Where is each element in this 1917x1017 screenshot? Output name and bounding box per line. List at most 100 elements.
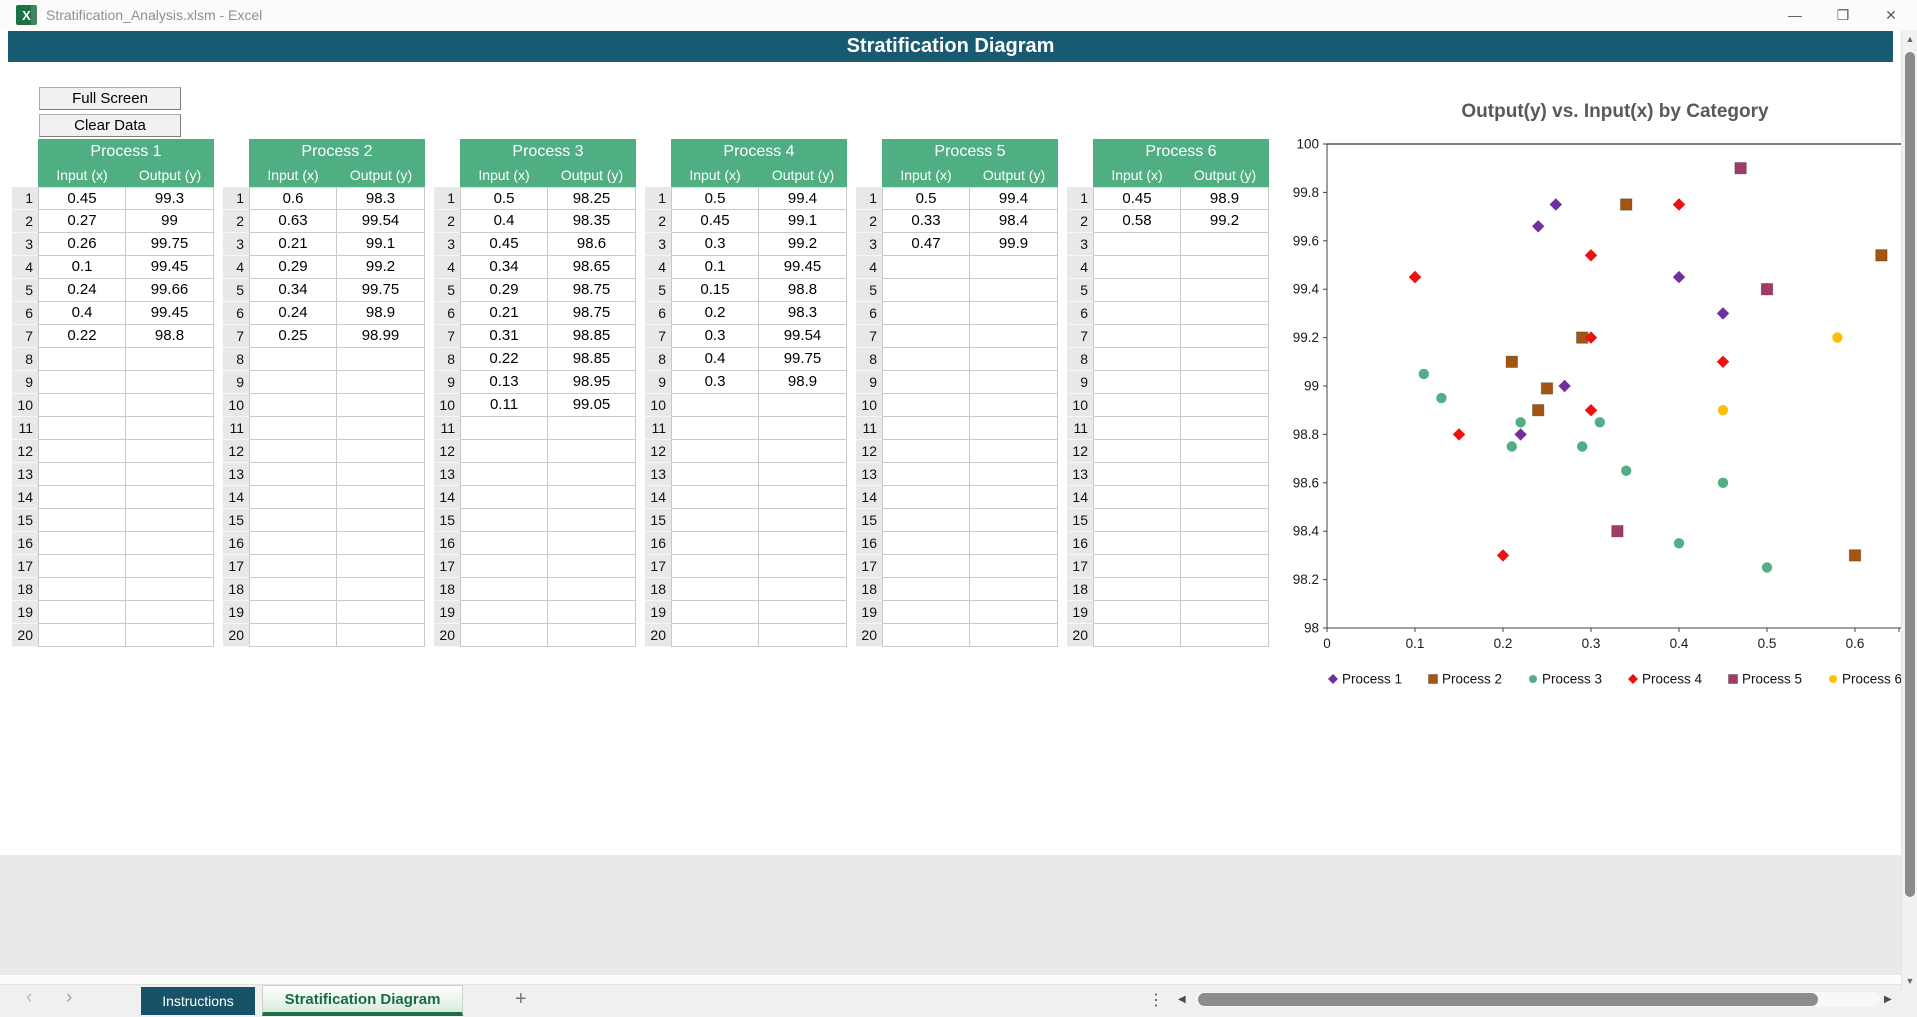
input-cell[interactable]: [38, 371, 126, 394]
input-cell[interactable]: [1093, 256, 1181, 279]
output-cell[interactable]: [337, 394, 425, 417]
output-cell[interactable]: [337, 440, 425, 463]
input-cell[interactable]: 0.45: [38, 187, 126, 210]
input-cell[interactable]: [38, 601, 126, 624]
output-cell[interactable]: 99.45: [126, 256, 214, 279]
input-cell[interactable]: [882, 509, 970, 532]
input-cell[interactable]: 0.29: [249, 256, 337, 279]
output-cell[interactable]: [337, 371, 425, 394]
output-cell[interactable]: [1181, 601, 1269, 624]
input-cell[interactable]: 0.26: [38, 233, 126, 256]
output-cell[interactable]: [126, 486, 214, 509]
output-cell[interactable]: [337, 486, 425, 509]
minimize-button[interactable]: —: [1771, 0, 1819, 30]
input-cell[interactable]: 0.22: [460, 348, 548, 371]
input-cell[interactable]: [882, 486, 970, 509]
output-cell[interactable]: 99.66: [126, 279, 214, 302]
input-cell[interactable]: [1093, 532, 1181, 555]
input-cell[interactable]: [38, 440, 126, 463]
input-cell[interactable]: 0.15: [671, 279, 759, 302]
input-cell[interactable]: [882, 624, 970, 647]
output-cell[interactable]: 99.75: [126, 233, 214, 256]
output-cell[interactable]: [126, 417, 214, 440]
output-cell[interactable]: [759, 486, 847, 509]
output-cell[interactable]: 98.8: [759, 279, 847, 302]
input-cell[interactable]: [249, 463, 337, 486]
output-cell[interactable]: [1181, 486, 1269, 509]
output-cell[interactable]: [548, 509, 636, 532]
output-cell[interactable]: 99.05: [548, 394, 636, 417]
input-cell[interactable]: [460, 486, 548, 509]
input-cell[interactable]: [38, 348, 126, 371]
output-cell[interactable]: [548, 555, 636, 578]
input-cell[interactable]: 0.47: [882, 233, 970, 256]
output-cell[interactable]: [970, 371, 1058, 394]
input-cell[interactable]: [1093, 509, 1181, 532]
output-cell[interactable]: [337, 601, 425, 624]
input-cell[interactable]: [249, 417, 337, 440]
output-cell[interactable]: 98.9: [759, 371, 847, 394]
output-cell[interactable]: [126, 371, 214, 394]
output-cell[interactable]: [126, 624, 214, 647]
input-cell[interactable]: [1093, 325, 1181, 348]
input-cell[interactable]: 0.2: [671, 302, 759, 325]
input-cell[interactable]: [671, 394, 759, 417]
output-cell[interactable]: [337, 532, 425, 555]
output-cell[interactable]: 98.25: [548, 187, 636, 210]
input-cell[interactable]: 0.25: [249, 325, 337, 348]
output-cell[interactable]: [126, 509, 214, 532]
input-cell[interactable]: 0.3: [671, 325, 759, 348]
output-cell[interactable]: [970, 325, 1058, 348]
input-cell[interactable]: 0.27: [38, 210, 126, 233]
output-cell[interactable]: 98.3: [759, 302, 847, 325]
output-cell[interactable]: 99.75: [759, 348, 847, 371]
output-cell[interactable]: [548, 440, 636, 463]
output-cell[interactable]: [1181, 555, 1269, 578]
input-cell[interactable]: [38, 486, 126, 509]
input-cell[interactable]: [249, 601, 337, 624]
input-cell[interactable]: 0.1: [671, 256, 759, 279]
output-cell[interactable]: [759, 394, 847, 417]
input-cell[interactable]: 0.45: [1093, 187, 1181, 210]
input-cell[interactable]: 0.21: [460, 302, 548, 325]
vscroll-up-icon[interactable]: ▲: [1905, 34, 1915, 44]
output-cell[interactable]: 99.2: [337, 256, 425, 279]
output-cell[interactable]: [970, 555, 1058, 578]
output-cell[interactable]: 98.99: [337, 325, 425, 348]
output-cell[interactable]: [337, 348, 425, 371]
input-cell[interactable]: [882, 394, 970, 417]
input-cell[interactable]: [1093, 348, 1181, 371]
input-cell[interactable]: 0.3: [671, 233, 759, 256]
input-cell[interactable]: 0.22: [38, 325, 126, 348]
input-cell[interactable]: [1093, 440, 1181, 463]
input-cell[interactable]: [671, 509, 759, 532]
input-cell[interactable]: 0.13: [460, 371, 548, 394]
output-cell[interactable]: 98.8: [126, 325, 214, 348]
input-cell[interactable]: [882, 256, 970, 279]
input-cell[interactable]: [882, 348, 970, 371]
output-cell[interactable]: 98.3: [337, 187, 425, 210]
input-cell[interactable]: 0.4: [38, 302, 126, 325]
output-cell[interactable]: [126, 394, 214, 417]
output-cell[interactable]: 98.9: [337, 302, 425, 325]
output-cell[interactable]: 99.54: [337, 210, 425, 233]
input-cell[interactable]: [249, 394, 337, 417]
input-cell[interactable]: [249, 624, 337, 647]
output-cell[interactable]: [1181, 417, 1269, 440]
input-cell[interactable]: [38, 578, 126, 601]
output-cell[interactable]: 99.1: [759, 210, 847, 233]
input-cell[interactable]: [1093, 601, 1181, 624]
input-cell[interactable]: [671, 440, 759, 463]
input-cell[interactable]: [1093, 394, 1181, 417]
output-cell[interactable]: [970, 417, 1058, 440]
output-cell[interactable]: [126, 555, 214, 578]
output-cell[interactable]: 98.85: [548, 348, 636, 371]
legend-item[interactable]: Process 2: [1428, 672, 1503, 687]
output-cell[interactable]: [970, 256, 1058, 279]
input-cell[interactable]: [460, 624, 548, 647]
input-cell[interactable]: [882, 532, 970, 555]
input-cell[interactable]: 0.4: [671, 348, 759, 371]
output-cell[interactable]: [1181, 256, 1269, 279]
output-cell[interactable]: 99.2: [1181, 210, 1269, 233]
input-cell[interactable]: [882, 555, 970, 578]
